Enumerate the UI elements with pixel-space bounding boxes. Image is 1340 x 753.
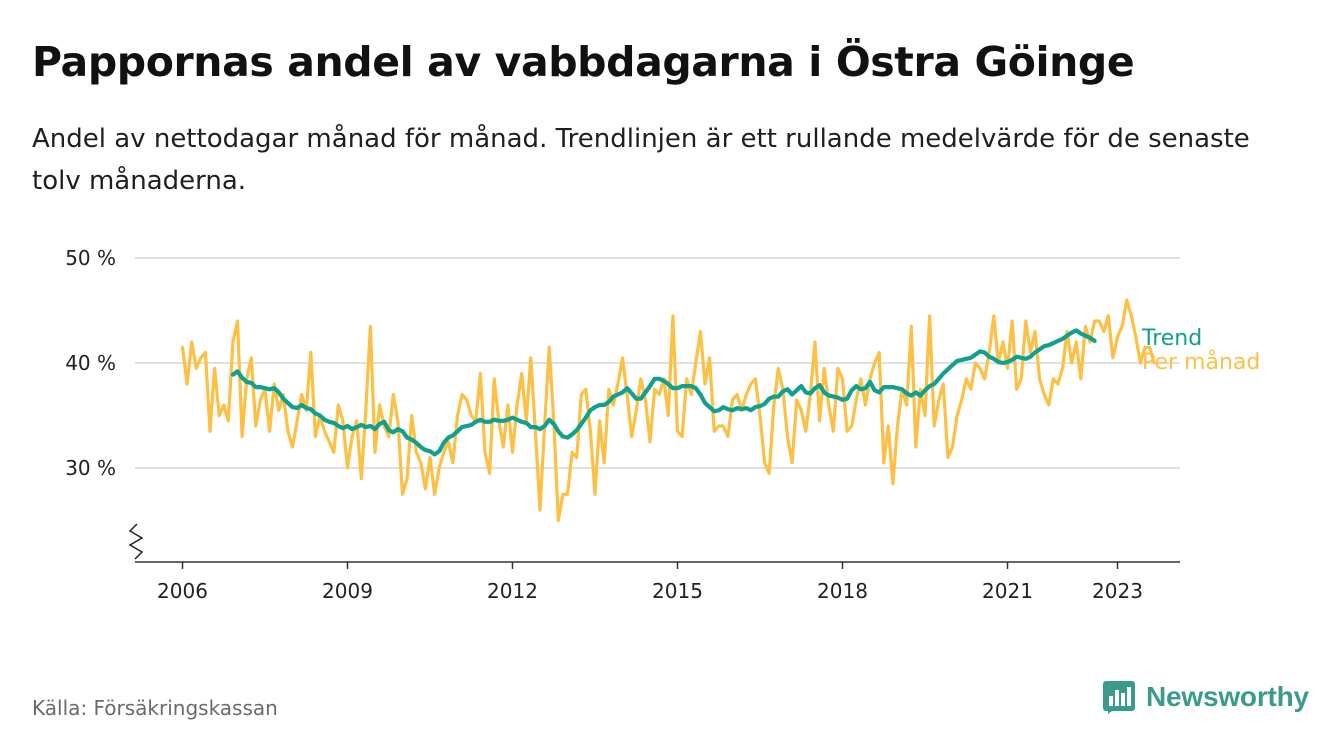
axis-break-zigzag xyxy=(128,523,144,560)
line-chart: 30 % 40 % 50 % 2006 2009 2012 2015 2018 2021 202… xyxy=(65,246,1260,603)
brand-name: Newsworthy xyxy=(1146,681,1309,712)
newsworthy-logo-icon xyxy=(1103,681,1135,714)
chart-title: Pappornas andel av vabbdagarna i Östra G… xyxy=(32,38,1135,86)
series-lines xyxy=(180,298,1156,523)
brand-logo: Newsworthy xyxy=(1102,680,1309,714)
y-tick-label: 40 % xyxy=(65,351,116,375)
chart-subtitle: Andel av nettodagar månad för månad. Tre… xyxy=(32,124,1250,196)
trend-label: Trend xyxy=(1141,326,1202,351)
x-tick-label: 2018 xyxy=(817,579,868,603)
monthly-label: Per månad xyxy=(1142,349,1260,375)
axis-break-icon xyxy=(128,523,144,560)
y-tick-label: 30 % xyxy=(65,456,116,480)
monthly-series-line xyxy=(180,298,1156,523)
y-tick-label: 50 % xyxy=(65,246,116,270)
x-tick-label: 2023 xyxy=(1092,579,1143,603)
x-tick-label: 2006 xyxy=(157,579,208,603)
y-axis-ticks: 30 % 40 % 50 % xyxy=(65,246,116,480)
source-note: Källa: Försäkringskassan xyxy=(32,696,278,720)
x-tick-label: 2015 xyxy=(652,579,703,603)
x-tick-label: 2009 xyxy=(322,579,373,603)
x-tick-label: 2012 xyxy=(487,579,538,603)
x-tick-label: 2021 xyxy=(982,579,1033,603)
x-axis: 2006 2009 2012 2015 2018 2021 2023 xyxy=(135,561,1180,603)
trend-series-line xyxy=(230,328,1097,457)
